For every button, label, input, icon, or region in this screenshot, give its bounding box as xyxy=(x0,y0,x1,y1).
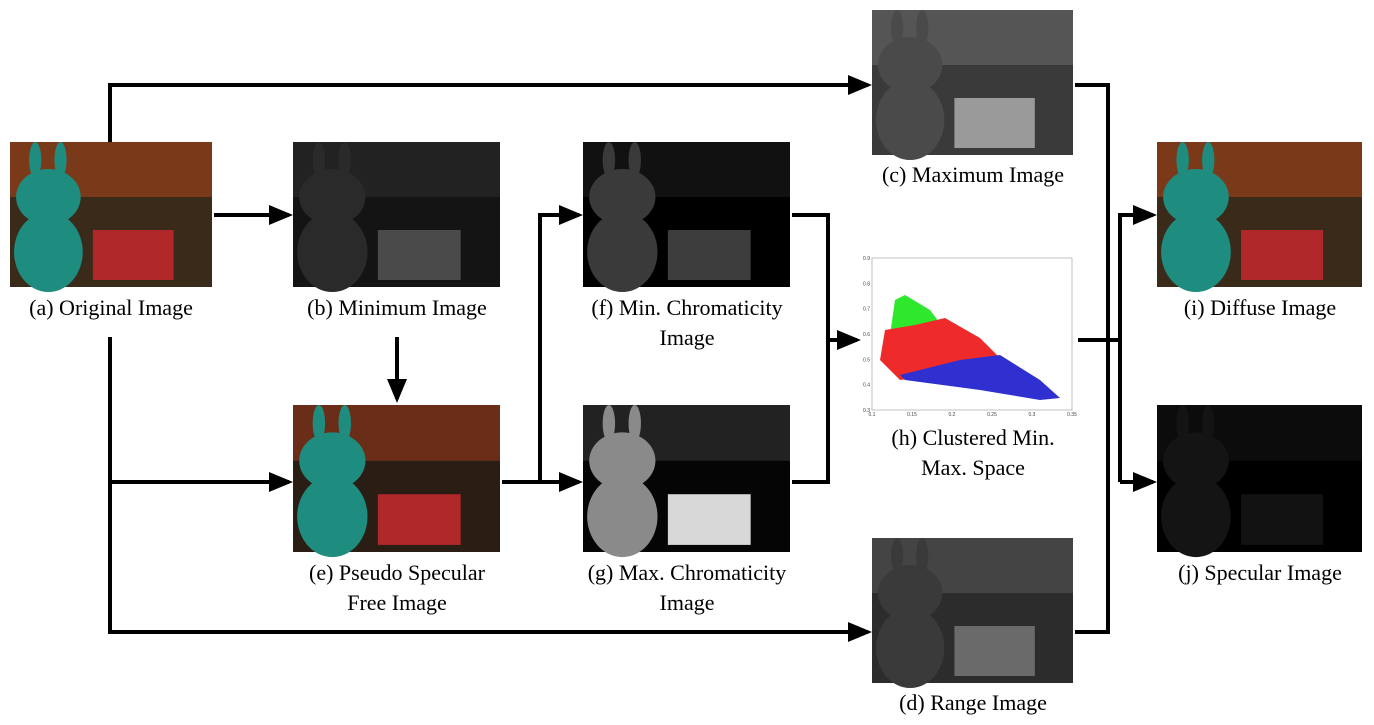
bunny-ear xyxy=(338,142,351,178)
bunny-ear xyxy=(1176,405,1189,442)
caption: Image xyxy=(660,325,715,350)
bunny-head xyxy=(1163,432,1229,490)
bunny-body xyxy=(297,212,368,292)
caption: (j) Specular Image xyxy=(1178,560,1342,585)
caption: (d) Range Image xyxy=(899,690,1047,715)
arrow xyxy=(1118,205,1157,482)
bunny-ear xyxy=(1176,142,1189,178)
arrow xyxy=(108,75,872,142)
box xyxy=(954,98,1035,148)
caption: (b) Minimum Image xyxy=(307,295,487,320)
bunny-head xyxy=(589,432,656,490)
bunny-body xyxy=(876,80,945,160)
bunny-ear xyxy=(602,142,616,178)
bunny-ear xyxy=(628,142,641,178)
x-tick-label: 0.1 xyxy=(869,412,876,418)
image xyxy=(1157,142,1362,292)
bunny-head xyxy=(589,169,656,225)
arrow xyxy=(538,205,583,482)
caption: (a) Original Image xyxy=(29,295,193,320)
bunny-body xyxy=(1161,475,1231,558)
caption: (f) Min. Chromaticity xyxy=(591,295,782,320)
bunny-ear xyxy=(916,10,929,46)
y-tick-label: 0.3 xyxy=(863,408,870,414)
box xyxy=(1241,230,1324,280)
y-tick-label: 0.5 xyxy=(863,357,870,363)
caption: (h) Clustered Min. xyxy=(891,425,1054,450)
arrows xyxy=(108,75,1157,642)
bunny-ear xyxy=(891,10,904,46)
bunny-body xyxy=(297,475,368,558)
image xyxy=(1157,405,1362,558)
y-tick-label: 0.7 xyxy=(863,307,870,313)
caption: (i) Diffuse Image xyxy=(1184,295,1336,320)
arrow xyxy=(108,337,872,642)
image xyxy=(872,538,1073,688)
caption: (g) Max. Chromaticity xyxy=(588,560,787,585)
bunny-head xyxy=(299,432,366,490)
caption: Max. Space xyxy=(921,455,1025,480)
image xyxy=(583,405,790,558)
bunny-ear xyxy=(916,538,929,574)
image xyxy=(583,142,790,292)
image xyxy=(293,405,500,558)
caption: Free Image xyxy=(347,590,447,615)
caption: (e) Pseudo Specular xyxy=(309,560,486,585)
box xyxy=(1241,494,1324,545)
x-tick-label: 0.2 xyxy=(949,412,956,418)
x-tick-label: 0.15 xyxy=(907,412,917,418)
bunny-ear xyxy=(602,405,616,442)
bunny-ear xyxy=(1202,142,1215,178)
bunny-ear xyxy=(338,405,351,442)
bunny-body xyxy=(14,212,83,292)
y-tick-label: 0.4 xyxy=(863,383,870,389)
box xyxy=(92,230,174,280)
bunny-ear xyxy=(312,405,326,442)
bunny-body xyxy=(587,475,658,558)
bunny-ear xyxy=(1202,405,1215,442)
image xyxy=(293,142,500,292)
bunny-ear xyxy=(312,142,326,178)
scatter-plot: 0.1 0.15 0.2 0.25 0.3 0.35 0.9 0.8 0.7 0.6 0.5 0.4 0… xyxy=(863,256,1077,418)
bunny-head xyxy=(1163,169,1229,225)
y-tick-label: 0.8 xyxy=(863,281,870,287)
y-tick-label: 0.6 xyxy=(863,332,870,338)
box xyxy=(954,626,1035,676)
caption: Image xyxy=(660,590,715,615)
bunny-body xyxy=(1161,212,1231,292)
image xyxy=(872,10,1073,160)
bunny-head xyxy=(878,565,943,621)
bunny-head xyxy=(299,169,366,225)
arrow xyxy=(1075,83,1110,634)
box xyxy=(377,230,461,280)
caption: (c) Maximum Image xyxy=(882,162,1064,187)
bunny-ear xyxy=(54,142,67,178)
bunny-body xyxy=(876,608,945,688)
arrow xyxy=(792,213,830,484)
x-tick-label: 0.3 xyxy=(1029,412,1036,418)
box xyxy=(667,230,751,280)
x-tick-label: 0.25 xyxy=(987,412,997,418)
y-tick-label: 0.9 xyxy=(863,256,870,262)
bunny-head xyxy=(878,37,943,93)
box xyxy=(667,494,751,545)
box xyxy=(377,494,461,545)
bunny-body xyxy=(587,212,658,292)
image xyxy=(10,142,212,292)
bunny-ear xyxy=(29,142,42,178)
cluster-blue xyxy=(900,355,1060,400)
bunny-ear xyxy=(891,538,904,574)
bunny-ear xyxy=(628,405,641,442)
bunny-head xyxy=(16,169,81,225)
x-tick-label: 0.35 xyxy=(1067,412,1077,418)
